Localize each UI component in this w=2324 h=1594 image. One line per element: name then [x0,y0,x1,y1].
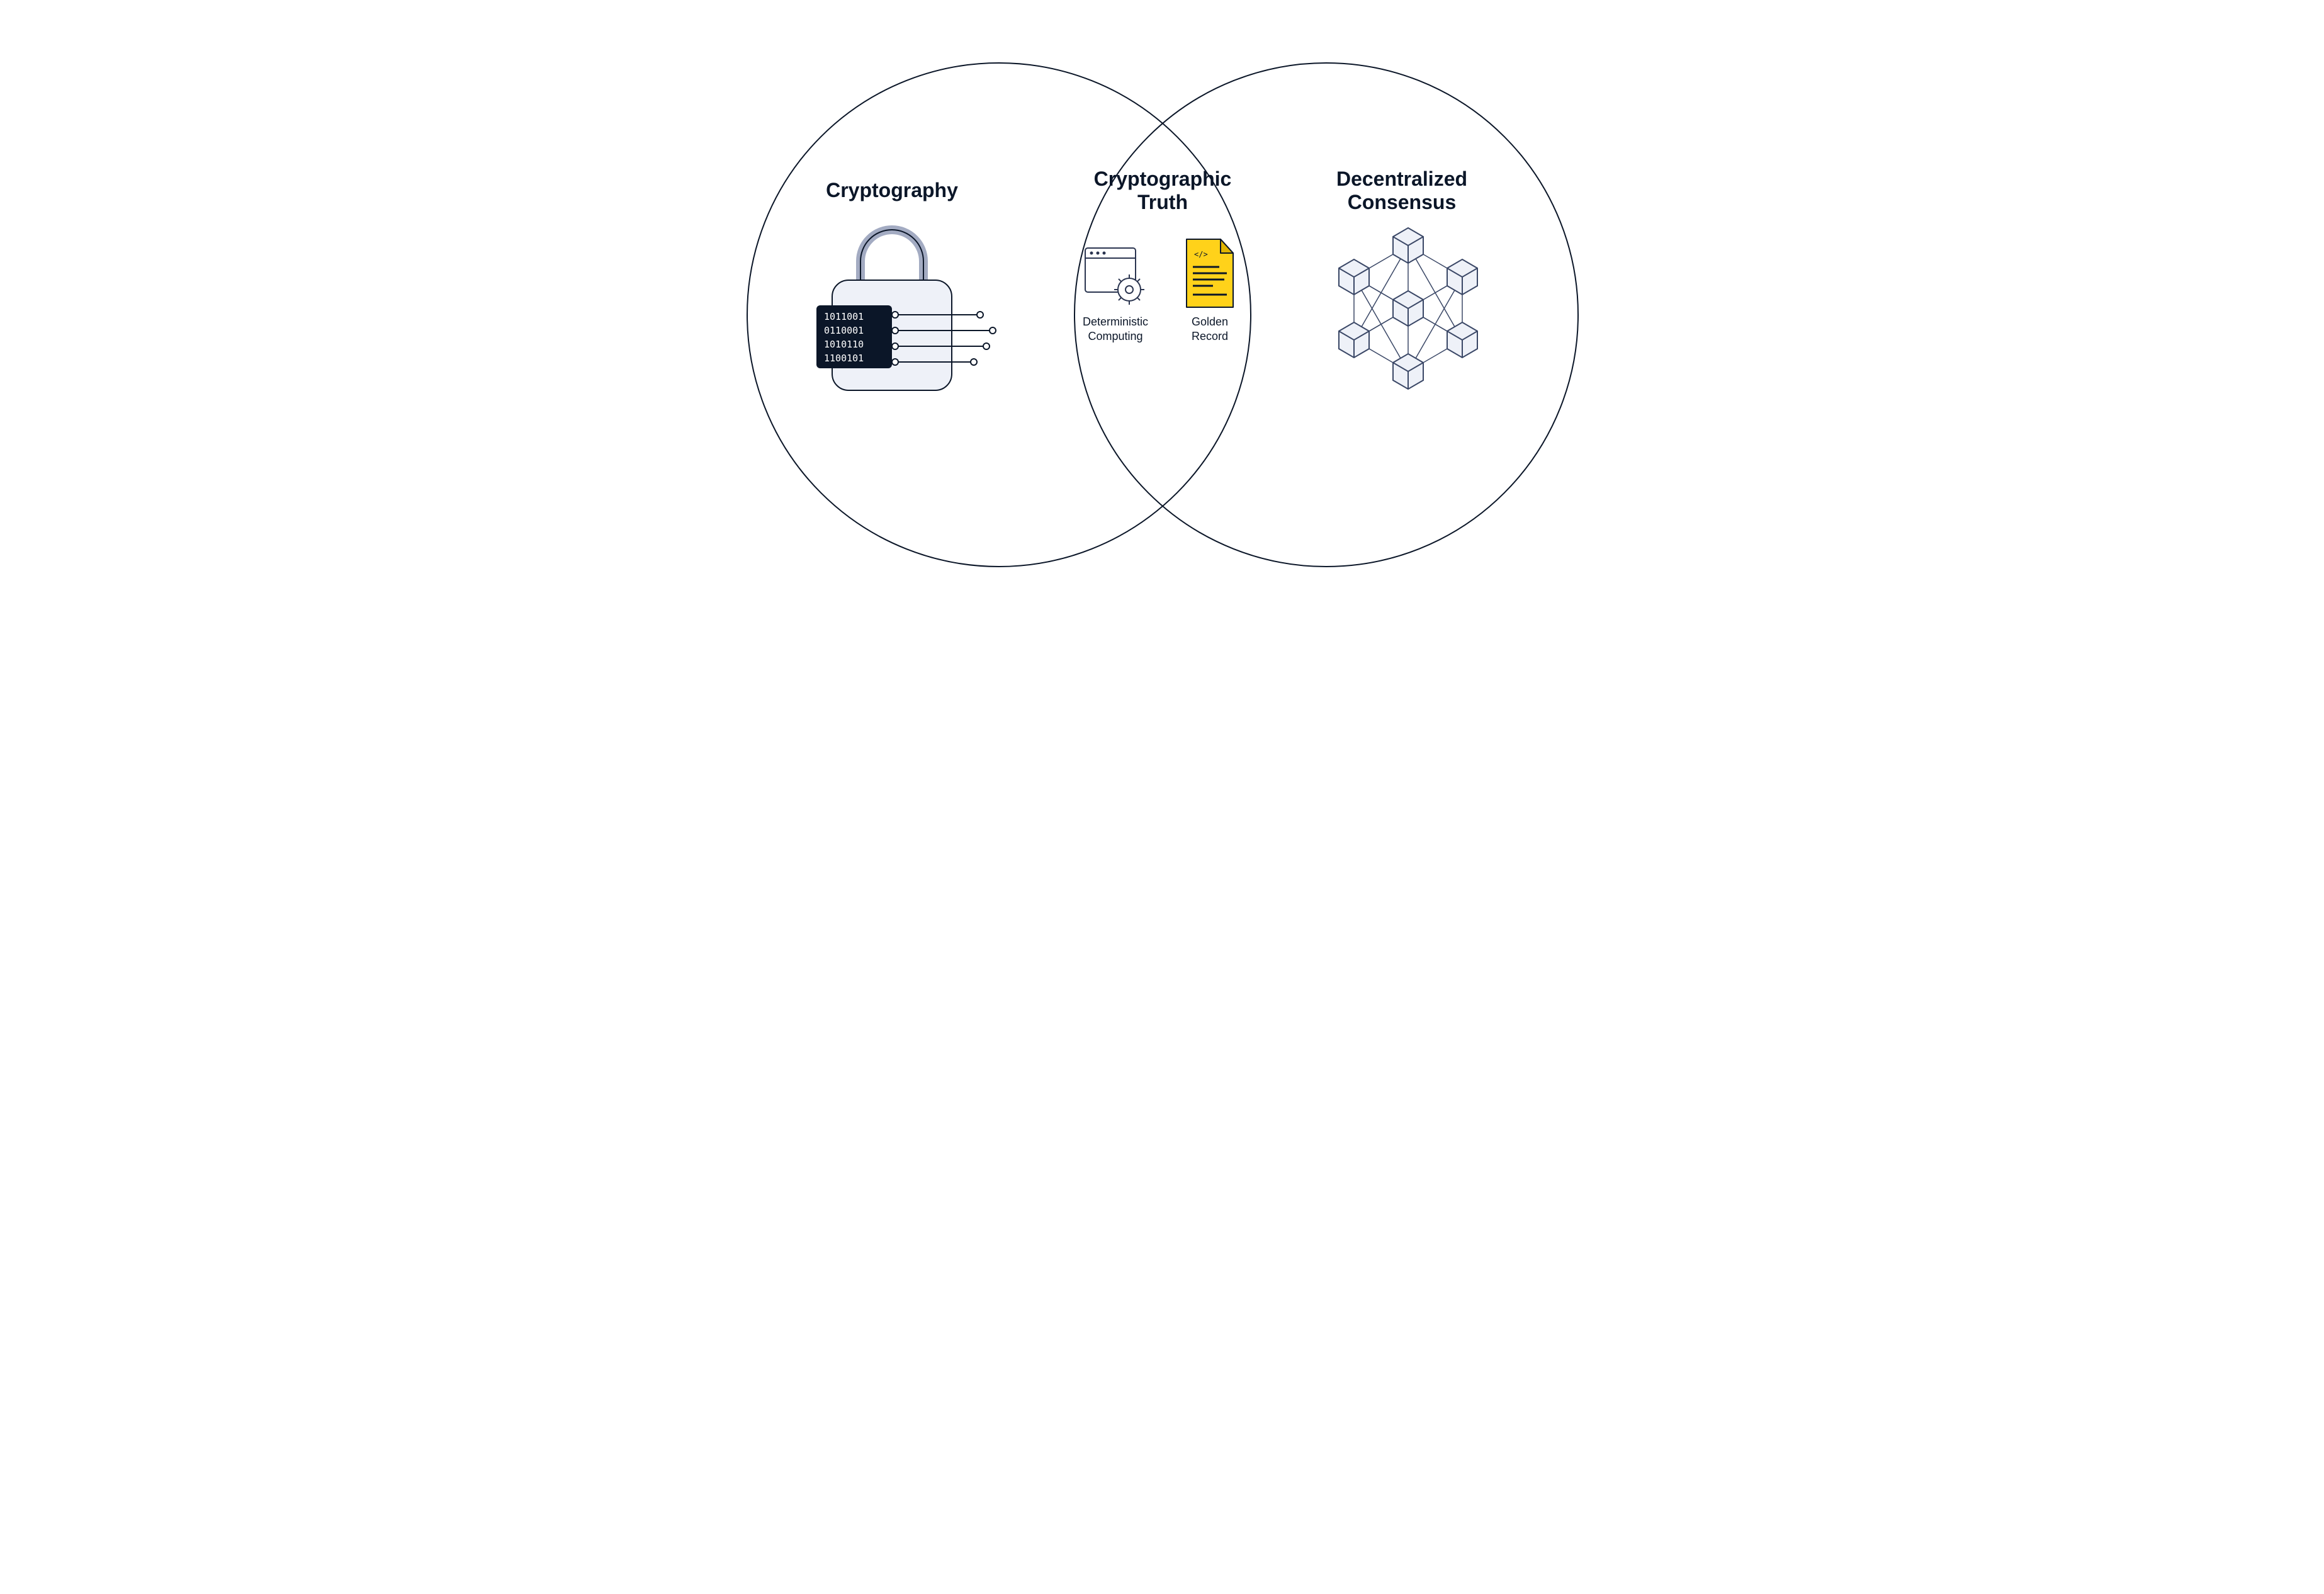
network-icon [1320,220,1496,397]
heading-center: Cryptographic Truth [1068,167,1257,214]
code-glyph: </> [1194,250,1208,259]
chip-line-0: 1011001 [824,311,864,322]
lock-icon: 1011001 0110001 1010110 1100101 [785,220,1012,409]
center-right-label: Golden Record [1175,315,1244,343]
chip-line-1: 0110001 [824,325,864,336]
venn-diagram: Cryptography Cryptographic Truth Decentr… [703,0,1621,630]
chip-line-2: 1010110 [824,339,864,350]
heading-center-line2: Truth [1137,191,1188,213]
heading-right-line2: Consensus [1348,191,1456,213]
center-left-label: Deterministic Computing [1068,315,1163,343]
heading-right-line1: Decentralized [1336,167,1467,190]
chip-line-3: 1100101 [824,353,864,364]
heading-left: Cryptography [798,179,986,202]
heading-center-line1: Cryptographic [1094,167,1232,190]
window-gear-icon [1078,239,1153,315]
golden-record-icon: </> [1175,233,1244,315]
heading-right: Decentralized Consensus [1307,167,1496,214]
